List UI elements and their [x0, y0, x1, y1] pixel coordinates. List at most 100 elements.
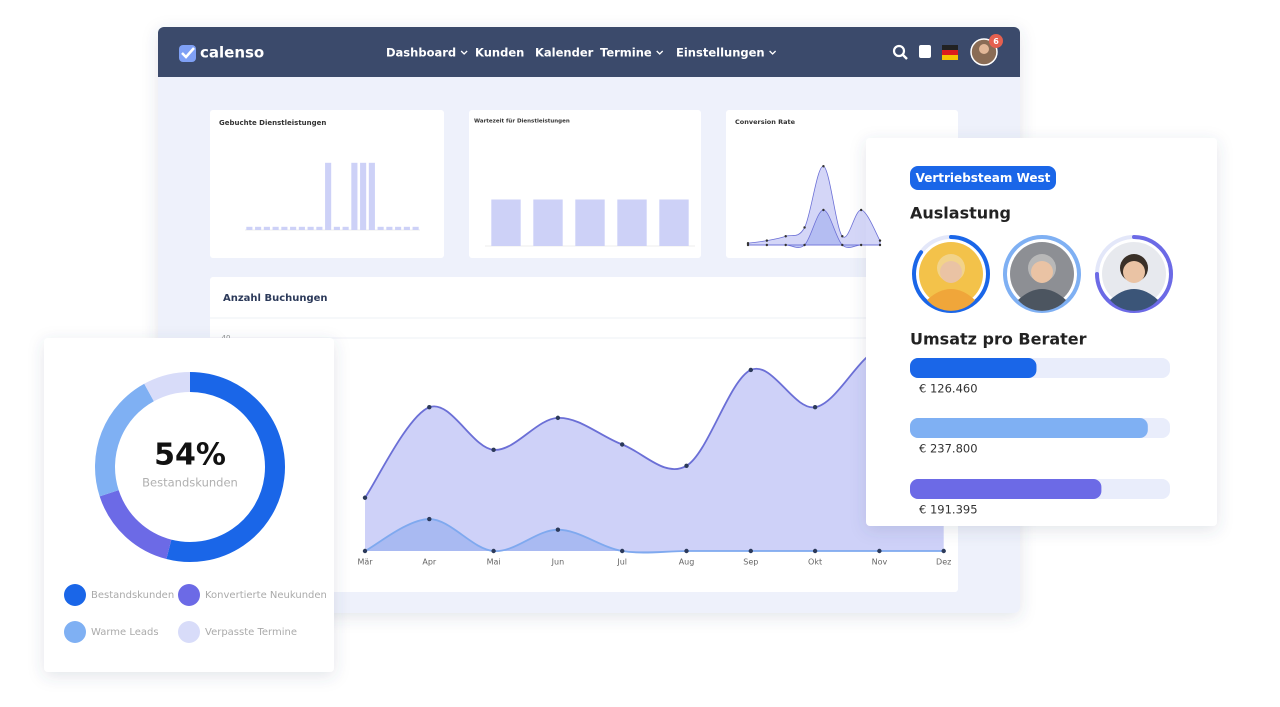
bar: [255, 226, 262, 230]
x-tick-label: Mai: [487, 558, 501, 567]
donut-segment: [95, 383, 155, 497]
x-axis: 40MärAprMaiJunJulAugSepOktNovDez: [222, 334, 952, 567]
utilization-ring: [912, 235, 990, 313]
bar: [491, 199, 521, 246]
bar: [910, 418, 1148, 438]
bar: [368, 162, 375, 230]
point: [491, 447, 496, 453]
card-title: Gebuchte Dienstleistungen: [219, 119, 326, 127]
point: [362, 495, 368, 500]
bar: [307, 226, 314, 230]
bar: [659, 199, 689, 246]
point: [812, 548, 818, 554]
legend-label: Konvertierte Neukunden: [205, 590, 327, 601]
section-title: Umsatz pro Berater: [910, 330, 1087, 349]
card-title: Conversion Rate: [735, 118, 796, 126]
nav-item[interactable]: Dashboard: [386, 46, 456, 60]
donut-segment: [144, 372, 191, 402]
card-title: Wartezeit für Dienstleistungen: [474, 119, 570, 125]
logo[interactable]: calenso: [200, 44, 264, 62]
nav-item[interactable]: Kalender: [535, 46, 594, 60]
user-avatar-face: [979, 44, 989, 54]
point: [620, 442, 625, 447]
avatar-body: [927, 289, 975, 311]
logo-check: [181, 47, 195, 59]
point: [765, 243, 769, 247]
point: [784, 235, 787, 238]
bar: [575, 199, 605, 246]
bar: [412, 226, 419, 230]
x-tick-label: Mär: [357, 558, 373, 567]
bar: [533, 199, 563, 246]
point: [822, 165, 825, 168]
bar: [910, 479, 1102, 499]
point: [841, 235, 844, 238]
point: [784, 243, 787, 247]
card-title: Anzahl Buchungen: [223, 293, 328, 304]
line: [364, 518, 944, 554]
bar-value-label: € 191.395: [919, 503, 978, 517]
x-tick-label: Jul: [616, 558, 627, 567]
bar: [290, 226, 297, 230]
point: [427, 516, 432, 522]
nav-chevron: [769, 50, 777, 55]
point: [859, 208, 863, 212]
point: [803, 226, 806, 229]
x-tick-label: Apr: [422, 558, 437, 567]
flag-de-black[interactable]: [942, 45, 958, 50]
bar: [377, 226, 384, 230]
point: [555, 415, 561, 421]
x-tick-label: Aug: [679, 558, 695, 567]
bookings-chart: [210, 337, 958, 554]
point: [877, 548, 882, 554]
point: [803, 243, 806, 247]
bar: [316, 226, 323, 230]
legend-label: Verpasste Termine: [205, 627, 297, 638]
point: [746, 242, 750, 245]
point: [684, 548, 689, 554]
avatar-face: [1031, 261, 1053, 283]
point: [427, 405, 432, 410]
area-fill: [365, 519, 944, 553]
search-icon[interactable]: [892, 44, 906, 58]
bar: [263, 226, 270, 230]
bar: [246, 226, 253, 230]
search-icon-handle: [902, 54, 908, 60]
bar: [325, 162, 332, 230]
legend-swatch: [64, 584, 86, 606]
team-badge-label: Vertriebsteam West: [916, 171, 1051, 185]
avatar-body: [1110, 289, 1158, 311]
donut-chart: 54% Bestandskunden Bestandskunden Konvertie…: [64, 372, 327, 643]
legend-label: Warme Leads: [91, 627, 159, 638]
point: [859, 243, 863, 247]
bar: [910, 358, 1037, 378]
nav-item[interactable]: Kunden: [475, 46, 524, 60]
avatar-body: [1018, 289, 1066, 311]
legend-label: Bestandskunden: [91, 590, 174, 601]
bar: [360, 162, 367, 230]
donut-center-value: 54%: [154, 438, 226, 473]
bar: [272, 226, 279, 230]
point: [748, 367, 753, 373]
point: [878, 239, 882, 242]
point: [684, 463, 689, 468]
point: [620, 548, 625, 554]
bar: [386, 226, 393, 230]
avatar-face: [940, 261, 962, 283]
line: [364, 345, 944, 499]
nav-item[interactable]: Termine: [600, 46, 652, 60]
bar: [617, 199, 647, 246]
bar: [351, 162, 358, 230]
nav-item[interactable]: Einstellungen: [676, 46, 765, 60]
point: [491, 548, 496, 554]
bar-value-label: € 126.460: [919, 382, 978, 396]
point: [841, 243, 844, 247]
utilization-ring: [1095, 235, 1173, 313]
utilization-ring: [1003, 235, 1081, 313]
bar: [395, 226, 402, 230]
calendar-icon[interactable]: [919, 45, 931, 58]
team-badge[interactable]: [910, 166, 1056, 190]
section-title: Auslastung: [910, 204, 1011, 223]
